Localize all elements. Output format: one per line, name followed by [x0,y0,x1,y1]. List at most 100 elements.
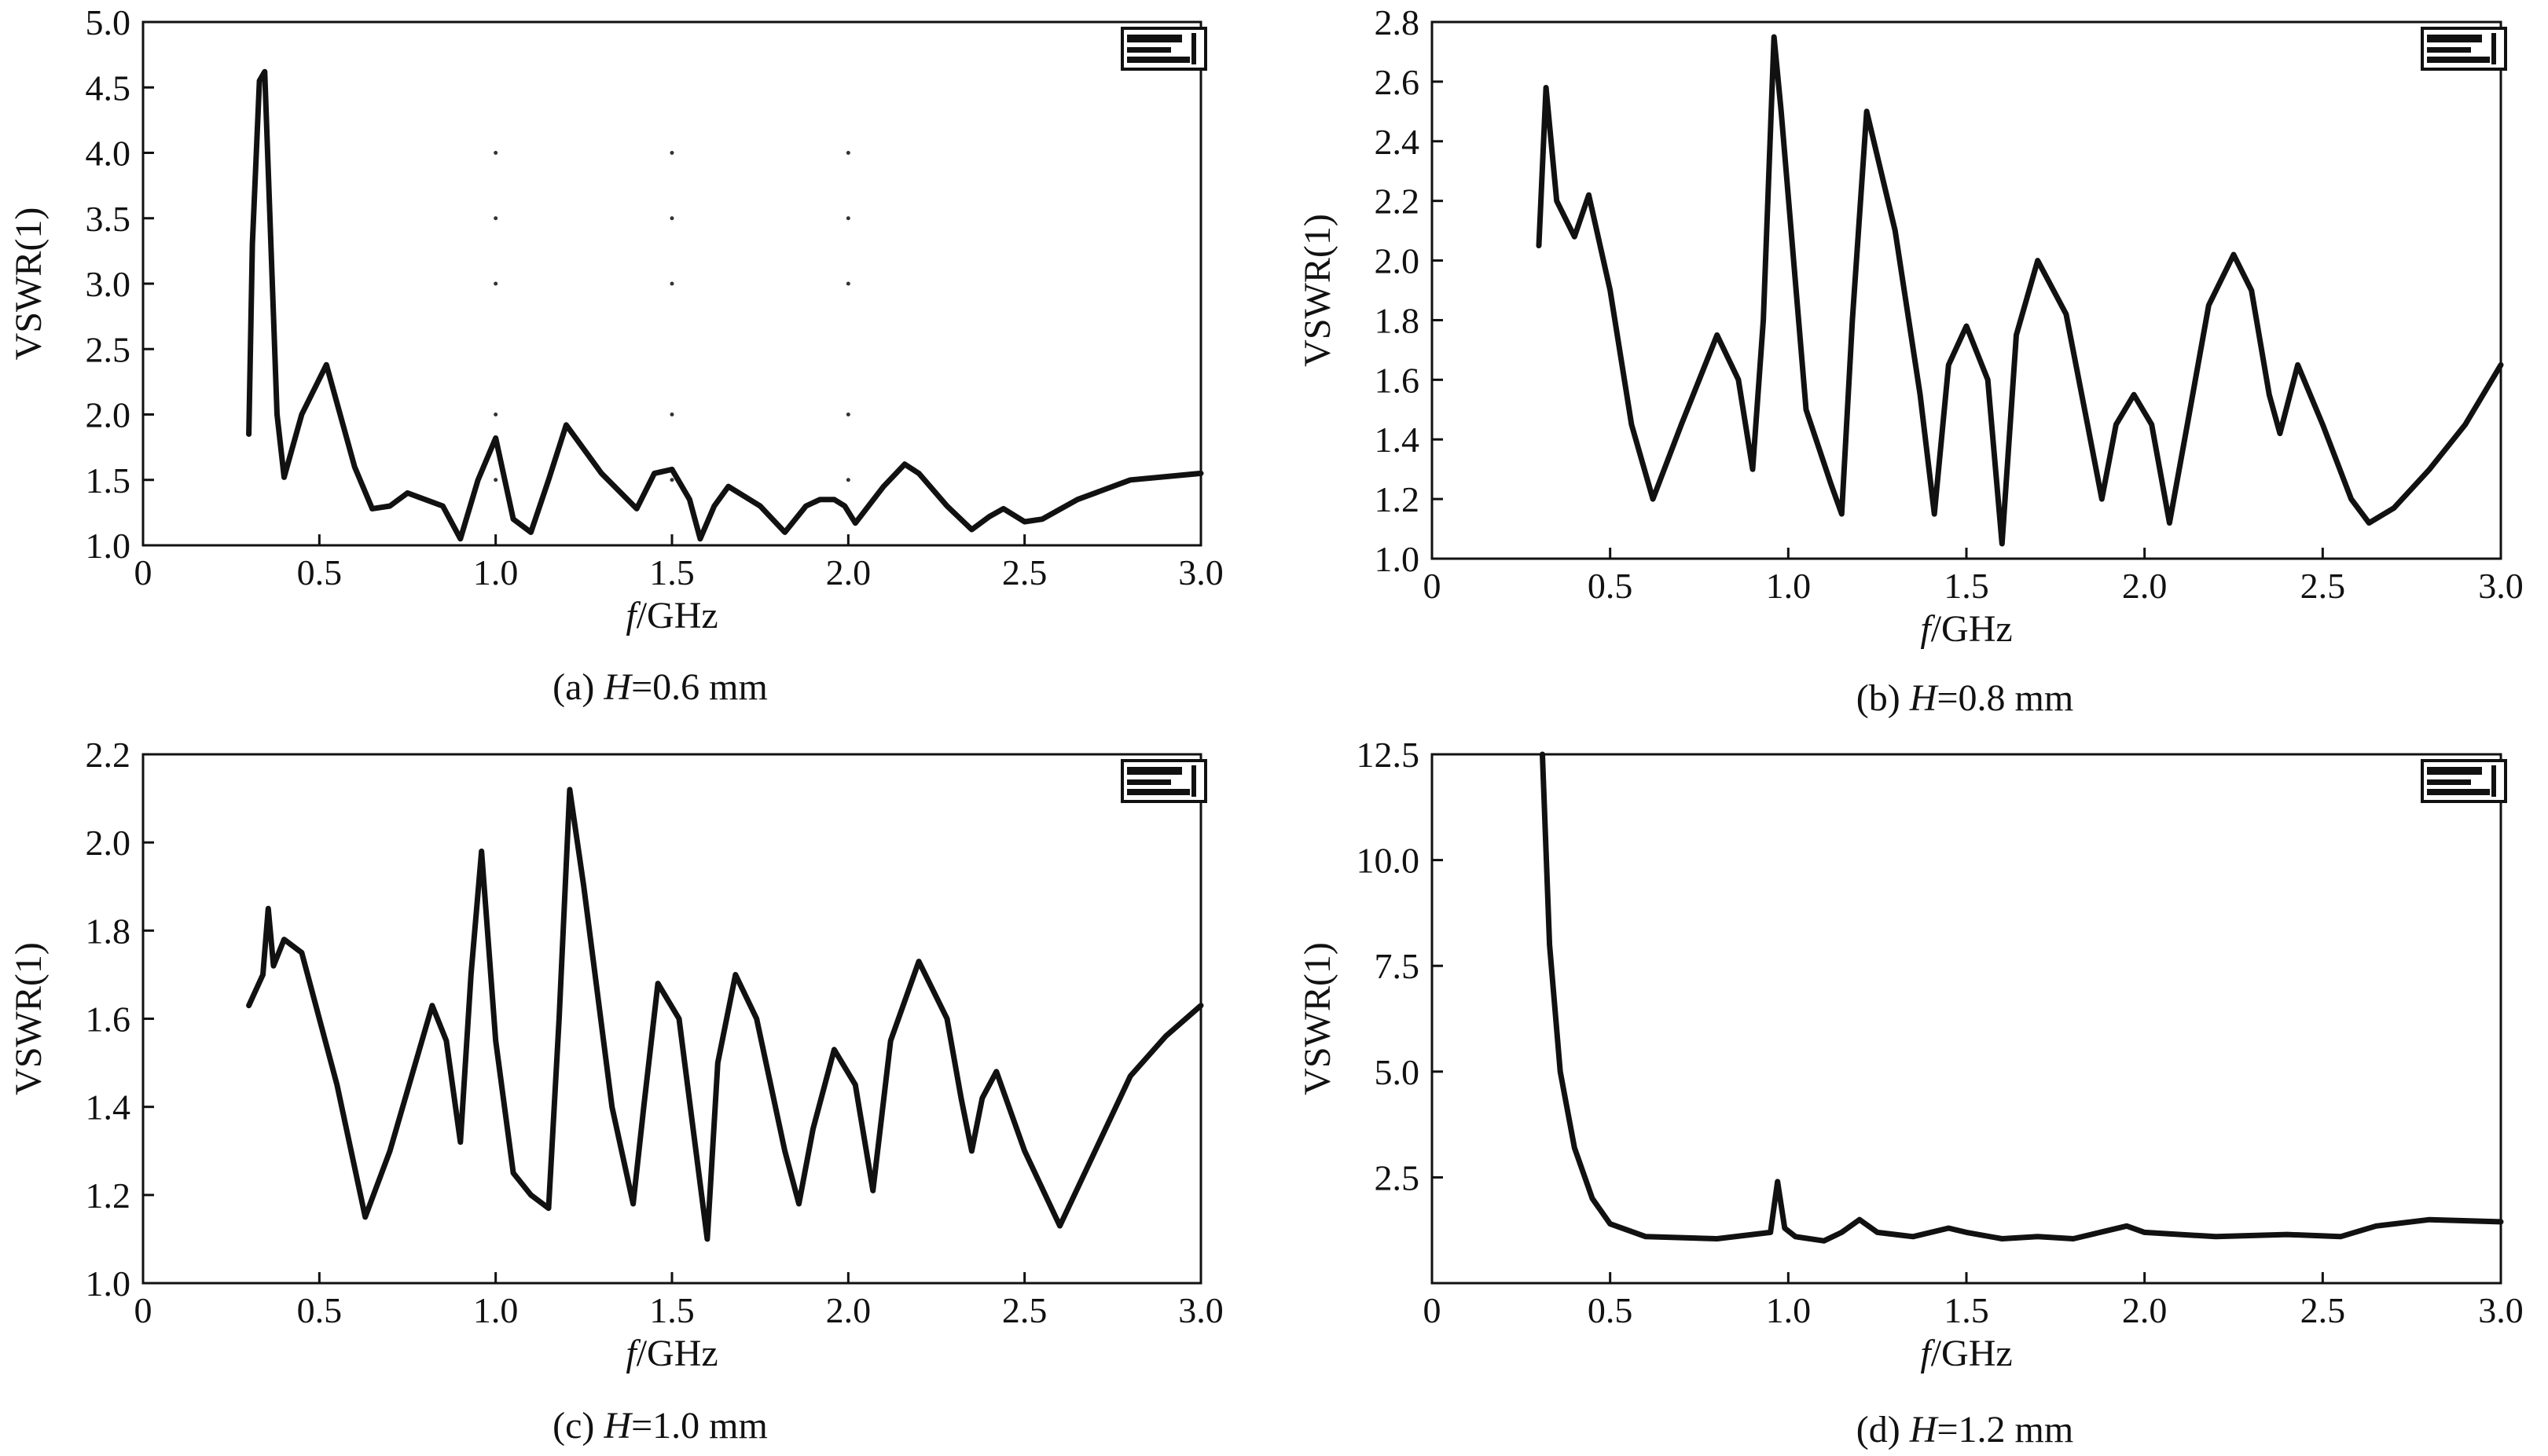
x-tick-label: 3.0 [2478,1290,2524,1330]
caption-value: =1.2 mm [1937,1409,2073,1450]
y-tick-label: 1.5 [86,460,131,501]
x-tick-label: 1.5 [649,552,695,592]
y-tick-label: 12.5 [1357,735,1420,775]
caption-var: H [1909,677,1939,719]
y-tick-label: 1.6 [86,999,131,1040]
y-tick-label: 1.0 [86,1263,131,1304]
x-tick-label: 0 [1423,566,1441,606]
x-tick-label: 2.5 [1002,1290,1048,1330]
y-tick-label: 1.2 [1375,479,1420,519]
x-axis-unit: /GHz [637,595,718,636]
y-tick-label: 3.0 [86,264,131,304]
grid-dot [846,151,850,155]
x-tick-label: 1.0 [1766,566,1812,606]
x-axis-label: f/GHz [626,595,718,636]
y-axis-label: VSWR(1) [1297,942,1338,1095]
x-tick-label: 1.5 [1944,1290,1989,1330]
y-tick-label: 5.0 [86,2,131,42]
chart-panel-0: 0 0.5 1.0 1.5 2.0 2.5 3.0 1.0 1.5 2.0 2.5 3.0 3.5 4.0… [8,2,1224,708]
x-axis-label: f/GHz [1920,1333,2012,1374]
y-axis-label: VSWR(1) [8,942,50,1095]
caption-var: H [1909,1409,1939,1450]
plot-frame [141,753,1202,1285]
y-tick-label: 1.0 [1375,539,1420,579]
y-tick-label: 1.0 [86,526,131,566]
y-tick-label: 1.8 [1375,300,1420,340]
grid-dot [846,478,850,482]
grid-dot [494,216,498,221]
grid-dot [670,216,674,221]
grid-dot [494,151,498,155]
chart-panel-1: 0 0.5 1.0 1.5 2.0 2.5 3.0 1.0 1.2 1.4 1.6 1.8 2.0 2.2… [1297,2,2524,719]
x-tick-label: 1.0 [1766,1290,1812,1330]
caption-value: =0.8 mm [1937,677,2073,719]
y-tick-label: 2.0 [1375,241,1420,281]
caption-value: =0.6 mm [631,666,768,708]
legend-icon [2421,27,2507,71]
x-tick-label: 2.0 [826,552,872,592]
x-tick-label: 0.5 [297,552,343,592]
x-tick-label: 3.0 [2478,566,2524,606]
grid-dot [670,478,674,482]
plot-frame [1430,753,2502,1285]
y-tick-label: 1.4 [1375,420,1420,460]
x-tick-label: 2.0 [2122,1290,2168,1330]
x-tick-label: 3.0 [1178,1290,1224,1330]
y-tick-label: 1.8 [86,911,131,951]
legend-icon [2421,759,2507,803]
y-tick-label: 2.0 [86,823,131,863]
y-tick-label: 3.5 [86,199,131,239]
chart-panel-2: 0 0.5 1.0 1.5 2.0 2.5 3.0 1.0 1.2 1.4 1.6 1.8 2.0 2.2… [8,735,1224,1447]
y-tick-label: 2.8 [1375,2,1420,42]
caption-prefix: (c) [553,1405,604,1447]
x-tick-label: 2.5 [1002,552,1048,592]
vswr-curve [246,68,1204,542]
legend-icon [1121,27,1207,71]
y-tick-label: 7.5 [1375,946,1420,986]
grid-dot [494,413,498,416]
x-axis-unit: /GHz [637,1333,718,1374]
grid-dot [846,281,850,286]
grid-dot [846,216,850,221]
x-axis-label: f/GHz [1920,608,2012,650]
x-axis-unit: /GHz [1931,608,2013,650]
x-tick-label: 2.5 [2300,566,2346,606]
grid-dot [494,478,498,482]
x-tick-label: 2.0 [826,1290,872,1330]
grid-dot [494,281,498,286]
y-tick-label: 2.4 [1375,122,1420,162]
y-axis-label: VSWR(1) [1297,214,1338,367]
y-tick-label: 1.4 [86,1087,131,1128]
x-axis-unit: /GHz [1931,1333,2013,1374]
chart-panel-3: 0 0.5 1.0 1.5 2.0 2.5 3.0 2.5 5.0 7.5 10.0 12.5 VSWR… [1297,735,2524,1450]
y-tick-label: 4.0 [86,134,131,174]
x-axis-label: f/GHz [626,1333,718,1374]
y-axis-label: VSWR(1) [8,207,50,361]
y-tick-label: 1.6 [1375,360,1420,400]
x-tick-label: 0 [134,1290,152,1330]
y-tick-label: 2.2 [1375,182,1420,222]
grid-dot [670,281,674,286]
y-tick-label: 10.0 [1357,841,1420,881]
caption-prefix: (a) [553,666,604,708]
y-tick-label: 4.5 [86,68,131,108]
y-tick-label: 2.6 [1375,62,1420,102]
x-tick-label: 1.5 [649,1290,695,1330]
y-tick-label: 2.5 [1375,1157,1420,1197]
panel-caption: (a) H=0.6 mm [553,666,768,708]
y-tick-label: 5.0 [1375,1052,1420,1092]
x-tick-label: 2.5 [2300,1290,2346,1330]
vswr-curve [246,787,1204,1242]
y-tick-label: 1.2 [86,1175,131,1216]
caption-var: H [603,1405,633,1447]
x-tick-label: 0 [134,552,152,592]
x-tick-label: 2.0 [2122,566,2168,606]
caption-value: =1.0 mm [631,1405,768,1447]
panel-caption: (b) H=0.8 mm [1856,677,2073,719]
x-tick-label: 3.0 [1178,552,1224,592]
x-tick-label: 0.5 [1588,566,1633,606]
grid-dot [846,413,850,416]
x-tick-label: 1.5 [1944,566,1989,606]
x-tick-label: 1.0 [473,1290,519,1330]
